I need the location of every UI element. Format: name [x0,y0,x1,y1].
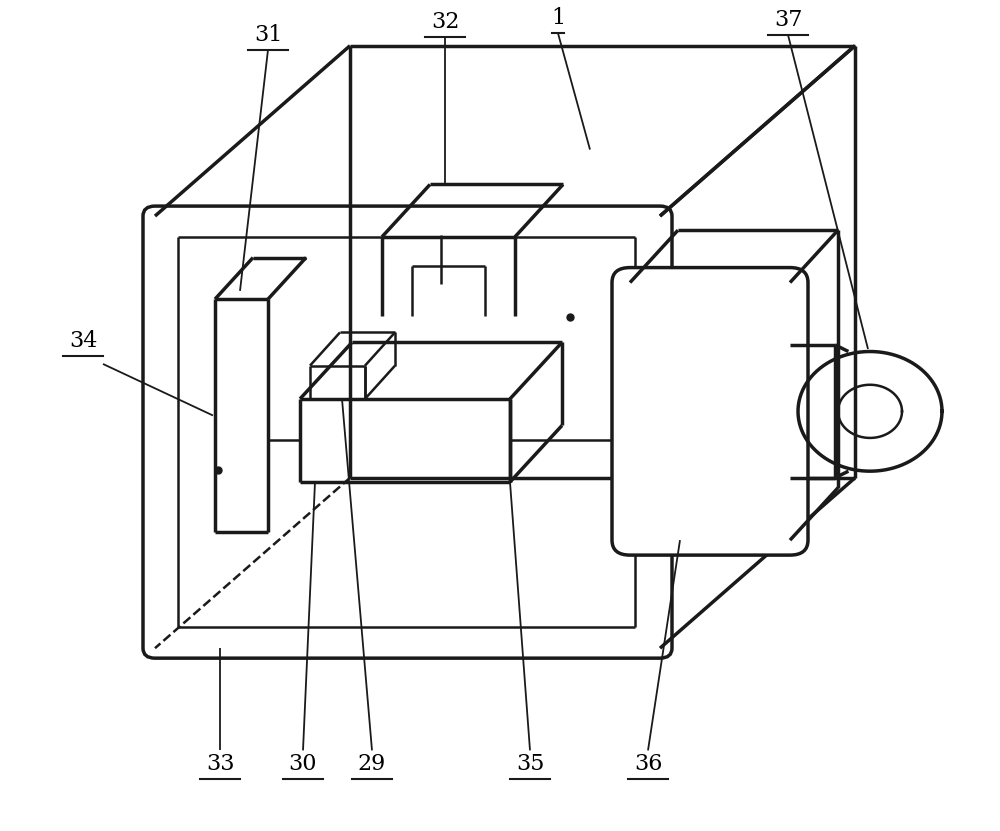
Text: 37: 37 [774,9,802,31]
Text: 34: 34 [69,330,97,352]
Text: 1: 1 [551,7,565,29]
Text: 32: 32 [431,12,459,33]
Text: 35: 35 [516,754,544,775]
FancyBboxPatch shape [612,268,808,555]
Text: 36: 36 [634,754,662,775]
Text: 31: 31 [254,24,282,46]
FancyBboxPatch shape [143,206,672,658]
Text: 30: 30 [289,754,317,775]
Text: 29: 29 [358,754,386,775]
Text: 33: 33 [206,754,234,775]
